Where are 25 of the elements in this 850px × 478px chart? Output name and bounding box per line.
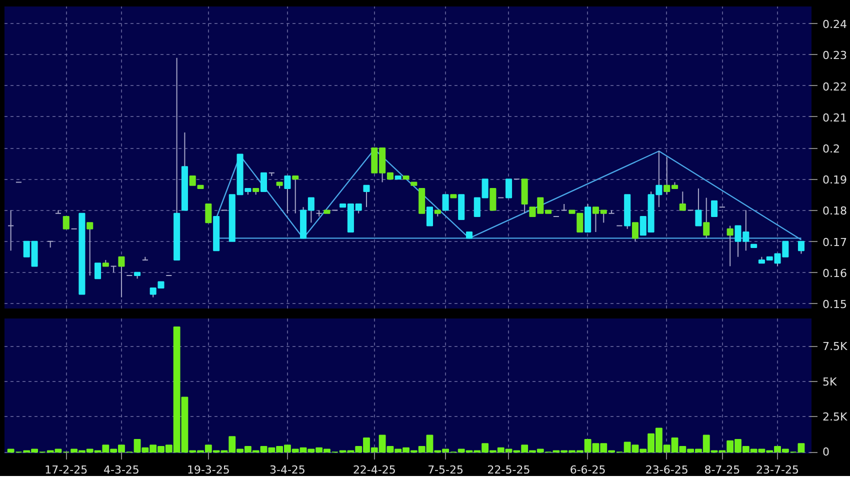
y-tick-label: 0.23 — [822, 49, 847, 62]
x-tick-label: 23-7-25 — [756, 464, 799, 476]
x-tick-label: 22-4-25 — [352, 464, 396, 476]
y-tick-label: 0.19 — [822, 174, 847, 187]
y-tick-label: 0.16 — [822, 266, 847, 280]
x-tick-label: 7-5-25 — [428, 464, 464, 476]
x-tick-label: 23-6-25 — [645, 464, 688, 476]
y-tick-label: 0 — [822, 446, 830, 459]
x-tick-label: 19-3-25 — [186, 464, 230, 476]
x-tick-label: 8-7-25 — [704, 464, 740, 476]
y-tick-label: 0.2 — [822, 142, 840, 156]
y-tick-label: 2.5K — [822, 410, 848, 424]
y-tick-label: 0.15 — [822, 298, 847, 312]
y-tick-label: 0.17 — [822, 236, 847, 249]
x-tick-label: 4-3-25 — [104, 464, 140, 476]
y-tick-label: 5K — [822, 375, 838, 388]
y-tick-label: 0.18 — [822, 204, 847, 218]
y-tick-label: 7.5K — [822, 340, 848, 354]
x-tick-label: 17-2-25 — [44, 464, 88, 476]
x-tick-label: 6-6-25 — [570, 464, 606, 476]
y-tick-label: 0.21 — [822, 111, 847, 124]
x-tick-label: 3-4-25 — [269, 464, 306, 476]
y-tick-label: 0.22 — [822, 80, 847, 94]
y-tick-label: 0.24 — [822, 18, 847, 32]
x-tick-label: 22-5-25 — [487, 464, 530, 476]
